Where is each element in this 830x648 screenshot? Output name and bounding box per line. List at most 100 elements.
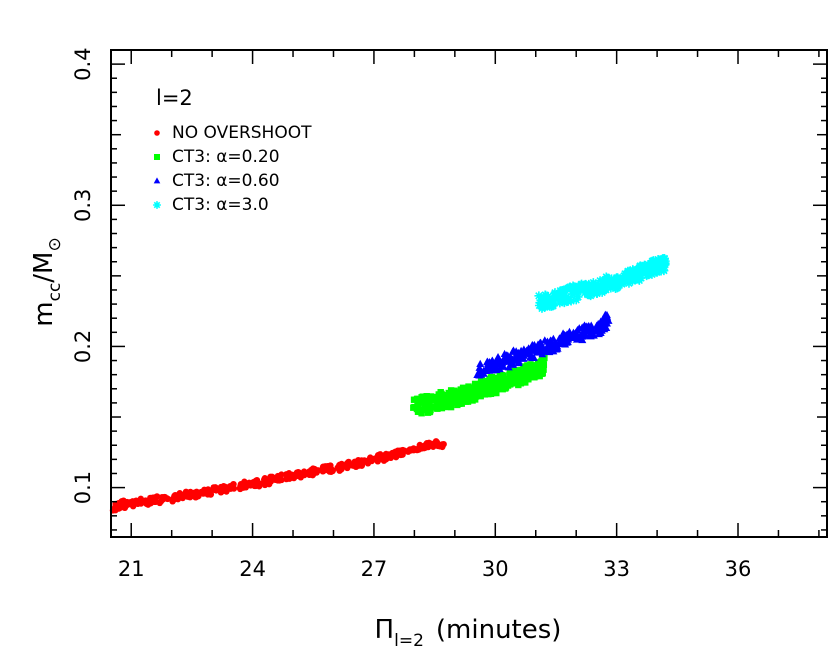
data-point-fill [527, 361, 534, 368]
y-tick-label: 0.3 [71, 189, 95, 222]
legend-item: CT3: α=3.0 [153, 195, 269, 215]
data-point-fill [587, 289, 597, 299]
data-point-fill [573, 325, 582, 334]
data-point-fill [472, 381, 480, 388]
data-point-fill [586, 332, 595, 340]
data-point-fill [129, 502, 137, 510]
data-point-fill [520, 367, 527, 374]
data-point-fill [549, 347, 558, 355]
data-point-fill [467, 384, 474, 392]
data-point-fill [351, 458, 358, 466]
data-point-fill [528, 340, 537, 349]
data-point-fill [451, 391, 458, 399]
data-point-fill [410, 404, 417, 411]
legend-marker [153, 177, 161, 184]
data-point-fill [499, 362, 508, 370]
data-point-fill [345, 458, 352, 466]
data-point-fill [472, 390, 479, 398]
data-point-fill [396, 450, 403, 457]
data-point-fill [515, 381, 522, 389]
data-point-fill [532, 369, 540, 376]
data-point-fill [541, 300, 551, 310]
data-point-fill [556, 296, 566, 306]
data-point-fill [513, 349, 522, 358]
data-point-fill [274, 477, 281, 484]
data-point-fill [529, 365, 537, 372]
series-2 [473, 310, 613, 379]
data-point-fill [504, 363, 513, 371]
data-point-fill [540, 290, 550, 300]
data-point-fill [653, 264, 663, 274]
legend-item: CT3: α=0.60 [153, 171, 280, 191]
data-point-fill [457, 386, 464, 393]
data-point-fill [635, 262, 645, 272]
data-point-fill [250, 479, 257, 486]
data-point-fill [592, 288, 602, 298]
data-point-fill [573, 292, 583, 302]
data-point-fill [576, 331, 585, 339]
data-point-fill [551, 340, 560, 348]
data-point-fill [648, 262, 657, 271]
data-point-fill [536, 296, 546, 306]
data-point-fill [538, 347, 547, 355]
y-tick-label: 0.4 [71, 47, 95, 80]
data-point-fill [597, 283, 607, 293]
data-point-fill [476, 359, 485, 367]
data-point-fill [420, 406, 427, 414]
data-point-fill [498, 377, 505, 384]
data-point-fill [135, 497, 142, 505]
data-point-fill [610, 276, 620, 286]
data-point-fill [439, 442, 446, 450]
data-point-fill [634, 276, 644, 285]
data-point-fill [503, 351, 512, 359]
data-point-fill [660, 256, 670, 266]
data-point-fill [493, 360, 502, 368]
data-point-fill [311, 469, 318, 477]
data-point-fill [536, 338, 545, 346]
data-point-fill [410, 445, 417, 452]
data-point-fill [301, 471, 308, 479]
data-point-fill [204, 486, 212, 493]
data-point-fill [563, 337, 572, 346]
data-point-fill [548, 295, 558, 305]
data-point-fill [437, 388, 444, 396]
y-axis-label: m [29, 301, 59, 326]
data-point-fill [478, 377, 485, 384]
data-point-fill [492, 384, 499, 391]
data-point-fill [374, 458, 381, 465]
data-point-fill [171, 492, 178, 500]
x-tick-label: 27 [361, 557, 388, 581]
data-point-fill [520, 363, 527, 370]
data-point-fill [620, 277, 630, 287]
series-0 [109, 438, 447, 514]
data-point-fill [324, 463, 331, 470]
data-point-fill [555, 298, 565, 308]
data-point-fill [586, 283, 596, 293]
data-point-fill [425, 398, 433, 406]
y-axis-suffix: /M [29, 252, 59, 283]
data-point-fill [473, 385, 480, 392]
data-point-fill [204, 491, 211, 498]
legend-label: CT3: α=0.20 [172, 147, 280, 167]
data-point-fill [414, 408, 422, 415]
data-point-fill [436, 399, 443, 407]
data-point-fill [571, 284, 581, 294]
data-point-fill [579, 284, 588, 294]
data-point-fill [506, 381, 513, 388]
data-point-fill [543, 292, 553, 301]
data-point-fill [152, 498, 159, 506]
data-point-fill [475, 392, 482, 399]
tick-labels: 21 24 27 30 33 36 0.1 0.2 0.3 0.4 [71, 47, 751, 581]
data-point-fill [488, 382, 496, 389]
data-point-fill [493, 378, 500, 385]
data-point-fill [420, 399, 428, 406]
data-point-fill [475, 363, 484, 371]
data-point-fill [537, 362, 544, 369]
data-point-fill [306, 471, 313, 479]
data-point-fill [261, 475, 269, 482]
data-point-fill [452, 398, 459, 405]
data-point-fill [419, 393, 427, 400]
data-layer [109, 254, 670, 514]
data-point-fill [488, 388, 495, 395]
data-point-fill [344, 464, 351, 472]
